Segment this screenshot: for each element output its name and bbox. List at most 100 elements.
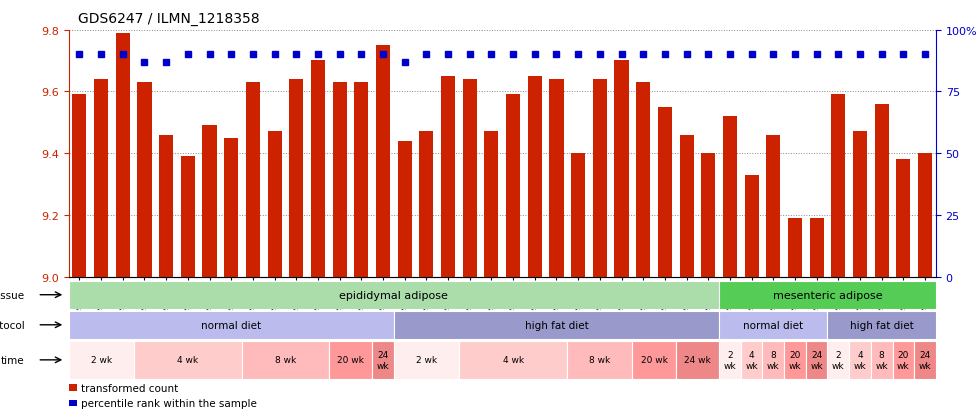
Bar [69, 311, 394, 339]
Bar [419, 132, 433, 277]
Bar [463, 80, 477, 277]
Bar [69, 384, 77, 391]
Bar [116, 33, 130, 277]
Bar [484, 132, 499, 277]
Bar [827, 341, 849, 379]
Bar [918, 154, 932, 277]
Bar [745, 175, 759, 277]
Text: high fat diet: high fat diet [524, 320, 588, 330]
Text: 20 wk: 20 wk [641, 356, 667, 365]
Bar [853, 132, 867, 277]
Text: 24
wk: 24 wk [376, 350, 389, 370]
Text: 4 wk: 4 wk [503, 356, 523, 365]
Bar [567, 341, 632, 379]
Bar [571, 154, 585, 277]
Bar [849, 341, 871, 379]
Bar [614, 61, 628, 277]
Bar [332, 83, 347, 277]
Text: 2 wk: 2 wk [416, 356, 437, 365]
Bar [180, 157, 195, 277]
Text: 4
wk: 4 wk [745, 350, 758, 370]
Bar [354, 83, 368, 277]
Bar [809, 218, 824, 277]
Text: transformed count: transformed count [81, 382, 178, 393]
Bar [441, 77, 455, 277]
Bar [289, 80, 304, 277]
Bar [788, 218, 802, 277]
Bar [69, 341, 133, 379]
Bar [394, 311, 719, 339]
Bar [73, 95, 86, 277]
Bar [679, 135, 694, 277]
Text: 24
wk: 24 wk [810, 350, 823, 370]
Text: high fat diet: high fat diet [850, 320, 913, 330]
Text: normal diet: normal diet [743, 320, 804, 330]
Text: 20
wk: 20 wk [897, 350, 909, 370]
Text: 20
wk: 20 wk [789, 350, 802, 370]
Bar [527, 77, 542, 277]
Bar [550, 80, 564, 277]
Text: normal diet: normal diet [201, 320, 262, 330]
Text: 2 wk: 2 wk [90, 356, 112, 365]
Text: 8 wk: 8 wk [274, 356, 296, 365]
Text: tissue: tissue [0, 290, 24, 300]
Bar [137, 83, 152, 277]
Bar [723, 117, 737, 277]
Bar [676, 341, 719, 379]
Bar [203, 126, 217, 277]
Bar [636, 83, 651, 277]
Bar [224, 138, 238, 277]
Text: mesenteric adipose: mesenteric adipose [772, 290, 882, 300]
Bar [394, 341, 459, 379]
Text: percentile rank within the sample: percentile rank within the sample [81, 398, 257, 408]
Bar [376, 46, 390, 277]
Bar [719, 311, 827, 339]
Bar [268, 132, 281, 277]
Bar [701, 154, 715, 277]
Bar [897, 160, 910, 277]
Bar [806, 341, 827, 379]
Bar [914, 341, 936, 379]
Text: GDS6247 / ILMN_1218358: GDS6247 / ILMN_1218358 [78, 12, 260, 26]
Bar [398, 141, 412, 277]
Text: time: time [1, 355, 24, 365]
Bar [246, 83, 260, 277]
Text: 8 wk: 8 wk [589, 356, 611, 365]
Bar [311, 61, 325, 277]
Bar [893, 341, 914, 379]
Bar [719, 281, 936, 309]
Bar [766, 135, 780, 277]
Text: 4 wk: 4 wk [177, 356, 198, 365]
Bar [632, 341, 676, 379]
Bar [831, 95, 846, 277]
Bar [506, 95, 520, 277]
Text: 24 wk: 24 wk [684, 356, 710, 365]
Text: epididymal adipose: epididymal adipose [339, 290, 448, 300]
Bar [459, 341, 567, 379]
Bar [69, 399, 77, 406]
Bar [94, 80, 108, 277]
Bar [827, 311, 936, 339]
Bar [658, 107, 672, 277]
Text: 2
wk: 2 wk [723, 350, 736, 370]
Text: 8
wk: 8 wk [767, 350, 780, 370]
Bar [242, 341, 328, 379]
Text: 4
wk: 4 wk [854, 350, 866, 370]
Text: 20 wk: 20 wk [337, 356, 364, 365]
Bar [328, 341, 372, 379]
Bar [159, 135, 173, 277]
Text: 8
wk: 8 wk [875, 350, 888, 370]
Text: protocol: protocol [0, 320, 24, 330]
Bar [133, 341, 242, 379]
Bar [741, 341, 762, 379]
Bar [874, 104, 889, 277]
Bar [762, 341, 784, 379]
Bar [784, 341, 806, 379]
Bar [719, 341, 741, 379]
Bar [69, 281, 719, 309]
Bar [871, 341, 893, 379]
Bar [593, 80, 607, 277]
Text: 24
wk: 24 wk [918, 350, 931, 370]
Text: 2
wk: 2 wk [832, 350, 845, 370]
Bar [372, 341, 394, 379]
